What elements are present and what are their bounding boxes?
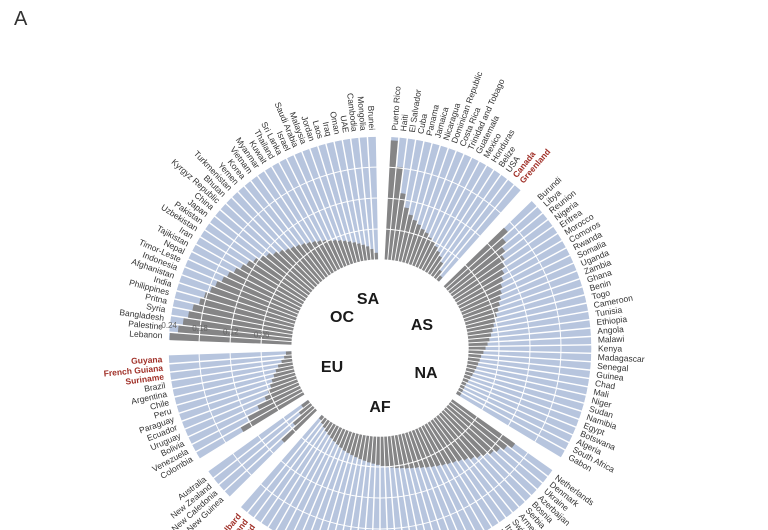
- bar-AS-37: [375, 253, 379, 260]
- region-label-EU: EU: [321, 359, 343, 376]
- axis-tick-0.24: 0.24: [161, 321, 177, 330]
- region-label-AS: AS: [411, 317, 434, 334]
- region-label-AF: AF: [369, 399, 391, 416]
- country-label-AS-37: Brunei: [366, 105, 377, 130]
- region-label-NA: NA: [414, 365, 438, 382]
- country-label-SA-12: Guyana: [131, 354, 163, 366]
- axis-tick-0.12: 0.12: [223, 327, 239, 336]
- region-label-SA: SA: [357, 291, 380, 308]
- axis-tick-0.06: 0.06: [254, 331, 270, 340]
- circular-barplot: LebanonPalestineBangladeshSyriaPritnaPhi…: [0, 0, 768, 530]
- region-label-OC: OC: [330, 309, 354, 326]
- panel-label: A: [14, 8, 27, 31]
- bar-SA-12: [286, 351, 292, 355]
- axis-tick-0.18: 0.18: [192, 324, 208, 333]
